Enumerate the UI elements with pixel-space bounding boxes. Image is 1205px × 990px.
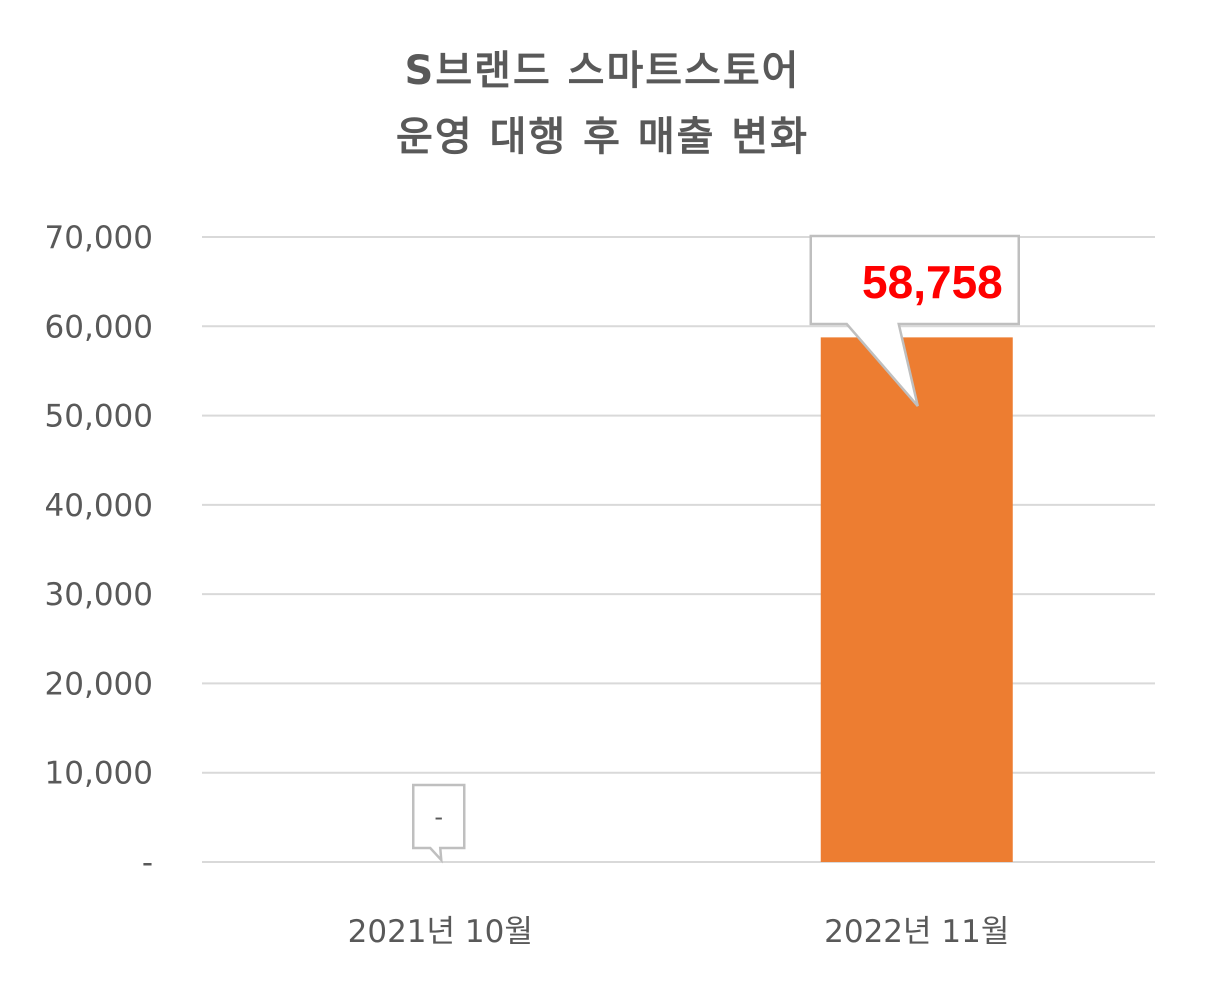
data-label: - (434, 803, 443, 831)
y-tick-label: 70,000 (45, 220, 153, 256)
bar (820, 337, 1013, 862)
x-axis-category-labels: 2021년 10월 2022년 11월 (348, 914, 1010, 950)
y-tick-label: 20,000 (45, 666, 153, 702)
y-tick-label: 50,000 (45, 399, 153, 435)
data-label-callout (412, 783, 466, 864)
x-category-label: 2021년 10월 (348, 914, 533, 950)
data-label: 58,758 (862, 256, 1003, 308)
bars (820, 337, 1013, 862)
data-label-callout (809, 234, 1020, 407)
x-category-label: 2022년 11월 (824, 914, 1009, 950)
data-label-callouts: - 58,758 (412, 234, 1020, 864)
y-tick-label: 40,000 (45, 488, 153, 524)
y-tick-label: - (142, 845, 153, 881)
y-tick-label: 60,000 (45, 309, 153, 345)
y-tick-label: 30,000 (45, 577, 153, 613)
y-axis-tick-labels: - 10,000 20,000 30,000 40,000 50,000 60,000 70,… (45, 220, 153, 881)
chart-title-line-2: 운영 대행 후 매출 변화 (396, 114, 809, 160)
chart-title: S브랜드 스마트스토어 운영 대행 후 매출 변화 (0, 38, 1205, 170)
chart-title-line-1: S브랜드 스마트스토어 (404, 48, 801, 94)
y-tick-label: 10,000 (45, 756, 153, 792)
